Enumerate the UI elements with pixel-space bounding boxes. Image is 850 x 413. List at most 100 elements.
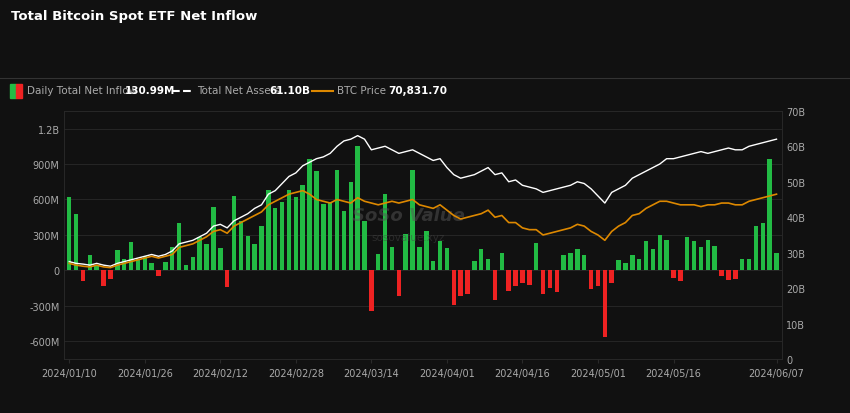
Bar xyxy=(321,205,326,271)
Bar xyxy=(623,264,627,271)
Bar xyxy=(115,251,120,271)
Bar xyxy=(301,186,305,271)
Bar xyxy=(136,259,140,271)
Bar xyxy=(163,263,167,271)
Bar xyxy=(458,271,463,297)
Bar xyxy=(184,265,188,271)
Bar xyxy=(493,271,497,300)
Bar xyxy=(239,221,243,271)
Bar xyxy=(129,242,133,271)
Bar xyxy=(465,271,470,294)
Bar xyxy=(404,234,408,271)
Bar xyxy=(678,271,683,281)
Bar xyxy=(266,190,270,271)
Bar xyxy=(438,241,442,271)
Bar xyxy=(685,238,689,271)
Bar xyxy=(74,214,78,271)
Bar xyxy=(424,232,428,271)
Bar xyxy=(692,241,696,271)
Bar xyxy=(252,245,257,271)
Bar xyxy=(740,259,745,271)
Bar xyxy=(658,235,662,271)
Bar xyxy=(513,271,518,286)
Text: SoSo Value: SoSo Value xyxy=(352,206,465,225)
Bar xyxy=(527,271,531,285)
Bar xyxy=(376,254,381,271)
Bar xyxy=(190,258,195,271)
Bar xyxy=(575,249,580,271)
Bar xyxy=(246,237,250,271)
Bar xyxy=(630,256,635,271)
Bar xyxy=(94,265,99,271)
Bar xyxy=(273,208,277,271)
Bar xyxy=(726,271,731,280)
Bar xyxy=(486,260,490,271)
Bar xyxy=(156,271,161,277)
Bar xyxy=(431,261,435,271)
Bar xyxy=(348,182,353,271)
Bar xyxy=(479,249,484,271)
Bar xyxy=(280,202,285,271)
Bar xyxy=(712,246,717,271)
Bar xyxy=(88,256,92,271)
Bar xyxy=(451,271,456,305)
Bar xyxy=(197,238,202,271)
Bar xyxy=(150,264,154,271)
Bar xyxy=(589,271,593,290)
Bar xyxy=(232,197,236,271)
Bar xyxy=(411,171,415,271)
Bar xyxy=(541,271,545,294)
Text: 130.99M: 130.99M xyxy=(125,85,175,95)
Bar xyxy=(143,256,147,271)
Bar xyxy=(616,260,620,271)
Bar xyxy=(122,259,127,271)
Bar xyxy=(314,172,319,271)
Text: BTC Price: BTC Price xyxy=(337,85,387,95)
Bar xyxy=(500,253,504,271)
Bar xyxy=(342,212,346,271)
Bar xyxy=(204,245,209,271)
Bar xyxy=(761,223,765,271)
Bar xyxy=(81,271,85,281)
Bar xyxy=(445,248,449,271)
Bar xyxy=(643,241,649,271)
Bar xyxy=(603,271,607,337)
Bar xyxy=(335,171,339,271)
Bar xyxy=(520,271,524,284)
Bar xyxy=(554,271,559,292)
Bar xyxy=(225,271,230,287)
Bar xyxy=(569,253,573,271)
Bar xyxy=(507,271,511,291)
Text: Daily Total Net Inflow: Daily Total Net Inflow xyxy=(27,85,138,95)
Bar xyxy=(362,221,366,271)
Bar xyxy=(308,160,312,271)
Bar xyxy=(561,256,566,271)
Bar xyxy=(774,253,779,271)
Bar xyxy=(719,271,724,277)
Text: Total Net Assets: Total Net Assets xyxy=(197,85,280,95)
Text: 70,831.70: 70,831.70 xyxy=(388,85,447,95)
Bar xyxy=(108,271,113,279)
Bar xyxy=(390,247,394,271)
Bar xyxy=(651,249,655,271)
Bar xyxy=(637,259,642,271)
Bar xyxy=(382,194,388,271)
Bar xyxy=(16,85,21,99)
Bar xyxy=(609,271,614,284)
Text: Total Bitcoin Spot ETF Net Inflow: Total Bitcoin Spot ETF Net Inflow xyxy=(11,10,258,23)
Bar xyxy=(101,271,105,286)
Bar xyxy=(596,271,600,286)
Bar xyxy=(355,147,360,271)
Bar xyxy=(397,271,401,297)
Bar xyxy=(286,190,292,271)
Bar xyxy=(747,259,751,271)
Bar xyxy=(534,244,538,271)
Bar xyxy=(699,247,703,271)
Bar xyxy=(369,271,374,311)
Bar xyxy=(665,240,669,271)
Bar xyxy=(706,240,710,271)
Bar xyxy=(547,271,552,289)
Bar xyxy=(259,226,264,271)
Bar xyxy=(733,271,738,279)
Bar xyxy=(170,247,174,271)
